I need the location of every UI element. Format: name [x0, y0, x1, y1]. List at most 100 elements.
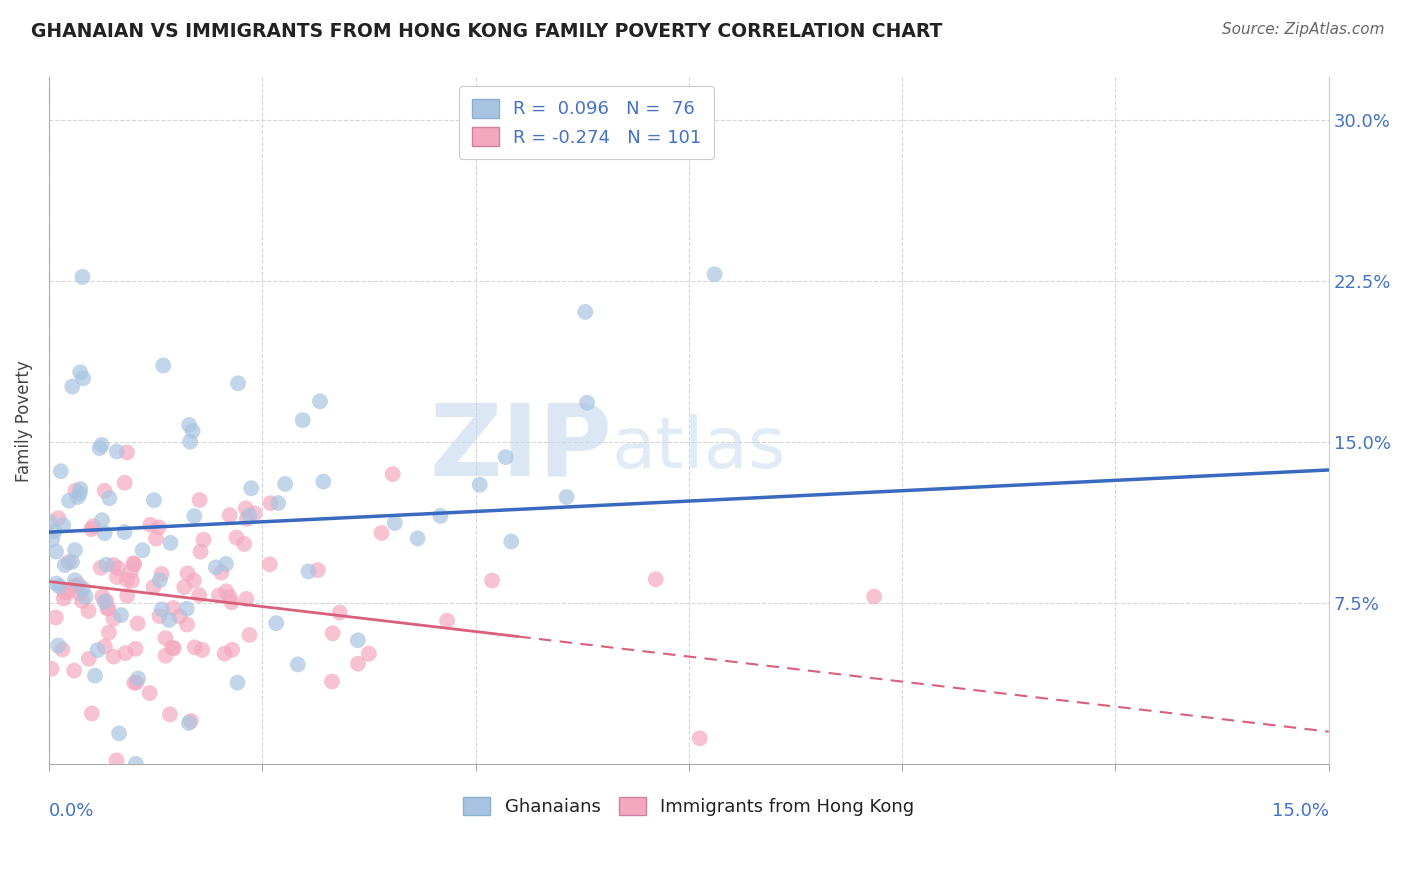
Point [183, 574, 205, 588]
Point [162, 601, 184, 615]
Point [80, 522, 103, 536]
Point [179, 434, 201, 449]
Text: Source: ZipAtlas.com: Source: ZipAtlas.com [1222, 22, 1385, 37]
Point [108, 726, 131, 740]
Point [82, 519, 104, 533]
Point [307, 563, 329, 577]
Point [142, 493, 165, 508]
Point [312, 475, 335, 489]
Point [233, 537, 256, 551]
Point [105, 444, 128, 458]
Point [157, 613, 180, 627]
Point [93, 526, 115, 541]
Point [69, 486, 91, 500]
Text: 15.0%: 15.0% [1272, 802, 1329, 820]
Point [264, 616, 287, 631]
Point [41, 533, 63, 547]
Point [406, 532, 429, 546]
Point [152, 359, 174, 373]
Point [105, 753, 128, 767]
Point [221, 642, 243, 657]
Point [49, 464, 72, 478]
Point [114, 646, 136, 660]
Point [142, 580, 165, 594]
Point [238, 628, 260, 642]
Point [97, 601, 120, 615]
Point [287, 657, 309, 672]
Point [139, 517, 162, 532]
Point [468, 477, 491, 491]
Point [63, 543, 86, 558]
Point [105, 570, 128, 584]
Point [576, 395, 599, 409]
Point [56, 585, 79, 599]
Point [191, 643, 214, 657]
Y-axis label: Family Poverty: Family Poverty [15, 359, 32, 482]
Point [259, 558, 281, 572]
Point [121, 574, 143, 588]
Point [159, 536, 181, 550]
Point [96, 594, 118, 608]
Point [115, 589, 138, 603]
Point [357, 647, 380, 661]
Point [644, 572, 666, 586]
Point [45, 576, 67, 591]
Point [52, 591, 75, 606]
Point [125, 675, 148, 690]
Point [63, 579, 86, 593]
Point [180, 714, 202, 728]
Point [96, 558, 118, 572]
Point [148, 609, 170, 624]
Point [94, 595, 117, 609]
Text: ZIP: ZIP [429, 400, 612, 497]
Point [90, 438, 112, 452]
Point [208, 588, 231, 602]
Point [98, 491, 121, 506]
Point [176, 566, 198, 581]
Point [67, 577, 90, 591]
Point [69, 587, 91, 601]
Point [150, 602, 173, 616]
Point [66, 490, 89, 504]
Point [169, 609, 191, 624]
Point [127, 672, 149, 686]
Text: GHANAIAN VS IMMIGRANTS FROM HONG KONG FAMILY POVERTY CORRELATION CHART: GHANAIAN VS IMMIGRANTS FROM HONG KONG FA… [31, 22, 942, 41]
Point [69, 482, 91, 496]
Point [347, 657, 370, 671]
Point [122, 556, 145, 570]
Point [179, 417, 201, 432]
Point [58, 555, 80, 569]
Point [90, 561, 112, 575]
Point [63, 664, 86, 678]
Point [177, 715, 200, 730]
Point [127, 616, 149, 631]
Point [63, 573, 86, 587]
Legend: Ghanaians, Immigrants from Hong Kong: Ghanaians, Immigrants from Hong Kong [456, 789, 922, 823]
Point [44, 524, 66, 539]
Point [65, 483, 87, 498]
Point [72, 269, 94, 284]
Text: 0.0%: 0.0% [49, 802, 94, 820]
Point [274, 477, 297, 491]
Point [53, 558, 76, 573]
Point [70, 594, 93, 608]
Point [214, 647, 236, 661]
Point [235, 501, 257, 516]
Point [53, 585, 76, 599]
Point [159, 707, 181, 722]
Point [188, 588, 211, 602]
Point [347, 633, 370, 648]
Point [120, 564, 142, 578]
Point [45, 544, 67, 558]
Point [150, 567, 173, 582]
Point [38, 515, 60, 529]
Point [204, 560, 226, 574]
Point [155, 631, 177, 645]
Point [236, 512, 259, 526]
Point [93, 483, 115, 498]
Point [103, 612, 125, 626]
Point [114, 524, 136, 539]
Point [145, 532, 167, 546]
Point [51, 642, 73, 657]
Point [122, 558, 145, 572]
